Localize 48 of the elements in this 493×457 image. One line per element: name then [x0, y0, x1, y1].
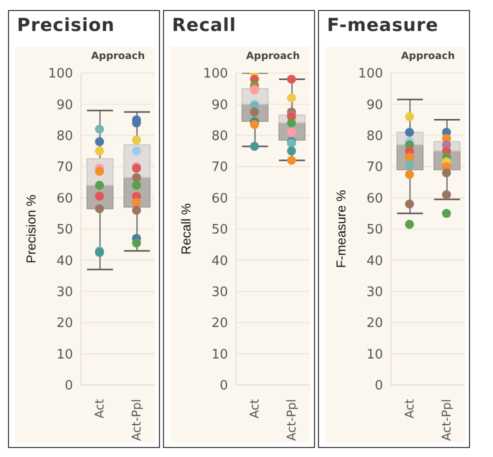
y-tick-label: 50 [56, 222, 73, 238]
y-tick-label: 0 [64, 378, 73, 394]
y-tick-label: 60 [366, 191, 383, 206]
y-tick-label: 20 [366, 316, 383, 332]
y-tick-label: 0 [220, 378, 228, 394]
y-tick-label: 20 [56, 316, 73, 332]
y-tick-label: 40 [56, 254, 73, 269]
y-tick-label: 80 [366, 129, 383, 144]
y-tick-label: 90 [211, 98, 228, 113]
y-tick-label: 60 [56, 191, 73, 206]
x-tick-label: Act-Ppl [130, 399, 144, 441]
y-tick-label: 70 [366, 160, 383, 176]
y-tick-label: 30 [211, 285, 228, 300]
y-tick-label: 20 [211, 316, 228, 332]
y-tick-label: 50 [366, 222, 383, 238]
y-tick-label: 10 [366, 347, 383, 362]
x-axis-title: Approach [245, 51, 301, 62]
x-axis-title: Approach [90, 51, 146, 62]
y-tick-label: 70 [211, 160, 228, 176]
chart-title: Recall [171, 14, 238, 38]
x-tick-label: Act [402, 398, 416, 418]
y-tick-label: 50 [211, 222, 228, 238]
y-tick-label: 90 [56, 98, 73, 113]
y-tick-label: 100 [48, 66, 73, 82]
y-tick-label: 100 [358, 66, 383, 82]
y-tick-label: 10 [211, 347, 228, 362]
y-tick-label: 30 [366, 285, 383, 300]
y-axis-title: Recall % [178, 202, 194, 255]
y-tick-label: 10 [56, 347, 73, 362]
y-tick-label: 80 [211, 129, 228, 144]
y-axis-title: Precision % [24, 194, 39, 264]
y-tick-label: 90 [366, 98, 383, 113]
y-tick-label: 40 [366, 254, 383, 269]
chart-title: F-measure [326, 14, 440, 38]
y-tick-label: 80 [56, 129, 73, 144]
y-tick-label: 100 [203, 66, 228, 82]
y-tick-label: 70 [56, 160, 73, 176]
y-axis-title: F-measure % [334, 190, 349, 268]
x-axis-title: Approach [400, 51, 456, 62]
y-tick-label: 0 [374, 378, 383, 394]
y-tick-label: 30 [56, 285, 73, 300]
x-tick-label: Act-Ppl [284, 399, 298, 441]
x-tick-label: Act [248, 398, 262, 418]
chart-title: Precision [16, 14, 116, 38]
x-tick-label: Act-Ppl [440, 399, 454, 441]
x-tick-label: Act [92, 398, 106, 418]
y-tick-label: 60 [211, 191, 228, 206]
y-tick-label: 40 [211, 254, 228, 269]
